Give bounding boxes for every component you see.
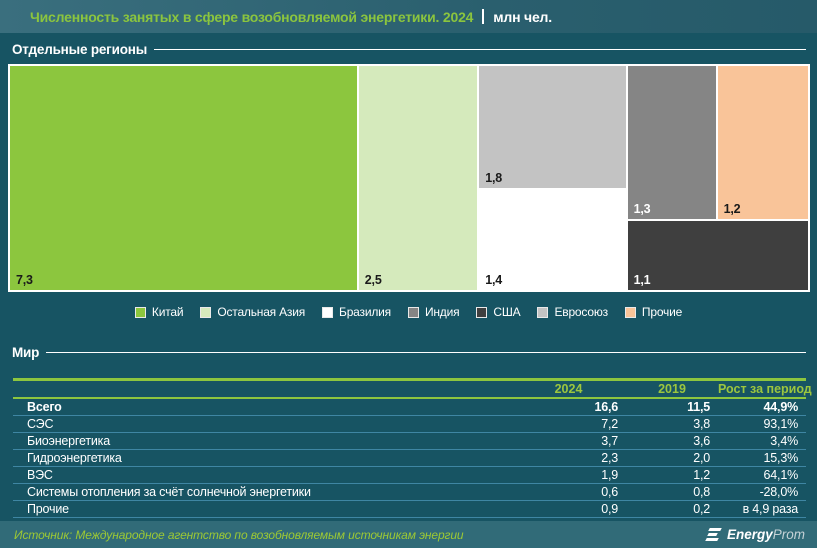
table-row-bioenergy: Биоэнергетика 3,7 3,6 3,4% <box>13 433 806 450</box>
treemap-cell-rest-asia: 2,5 <box>357 65 479 291</box>
treemap-value-rest-asia: 2,5 <box>364 273 382 287</box>
legend-item-brazil: Бразилия <box>322 305 391 319</box>
row-value-growth: 3,4% <box>770 434 798 448</box>
treemap-cell-eu: 1,8 <box>478 65 627 189</box>
row-value-growth: 15,3% <box>763 451 799 465</box>
table-row-solar: СЭС 7,2 3,8 93,1% <box>13 416 806 433</box>
row-value-growth: -28,0% <box>759 485 799 499</box>
row-value-growth: 64,1% <box>763 468 799 482</box>
legend-label-rest-asia: Остальная Азия <box>217 305 306 319</box>
legend-label-eu: Евросоюз <box>554 305 608 319</box>
row-value-2024: 2,3 <box>601 451 618 465</box>
energyprom-icon <box>705 527 722 542</box>
title-unit: млн чел. <box>493 8 552 25</box>
legend-item-eu: Евросоюз <box>537 305 608 319</box>
logo-text-light: Prom <box>772 527 805 542</box>
legend-item-usa: США <box>476 305 521 319</box>
treemap-cell-brazil: 1,4 <box>478 188 627 291</box>
legend-item-china: Китай <box>134 305 184 319</box>
regions-treemap: 7,3 2,5 1,8 1,4 1,3 1,2 1,1 <box>8 64 810 292</box>
treemap-cell-china: 7,3 <box>9 65 358 291</box>
row-value-2019: 3,8 <box>693 417 710 431</box>
legend-swatch-brazil <box>322 306 334 318</box>
table-header-row: 2024 2019 Рост за период <box>13 378 812 399</box>
page-title: Численность занятых в сфере возобновляем… <box>30 8 474 25</box>
row-value-2024: 0,9 <box>601 502 618 516</box>
legend-item-india: Индия <box>407 305 460 319</box>
title-bar: Численность занятых в сфере возобновляем… <box>0 0 817 33</box>
legend-swatch-others <box>624 306 636 318</box>
row-value-2019: 0,8 <box>693 485 710 499</box>
treemap-value-india: 1,3 <box>633 202 651 217</box>
section-regions-label: Отдельные регионы <box>12 41 148 57</box>
row-label: СЭС <box>27 417 54 431</box>
table-header-2019: 2019 <box>658 382 686 396</box>
row-label: Системы отопления за счёт солнечной энер… <box>27 485 311 499</box>
row-value-growth: 93,1% <box>763 417 799 431</box>
table-row-wind: ВЭС 1,9 1,2 64,1% <box>13 467 806 484</box>
section-world-label: Мир <box>12 344 40 360</box>
legend-label-brazil: Бразилия <box>339 305 391 319</box>
footer-bar: Источник: Международное агентство по воз… <box>0 521 817 548</box>
legend-swatch-usa <box>476 306 488 318</box>
row-value-2024: 0,6 <box>601 485 618 499</box>
table-row-other: Прочие 0,9 0,2 в 4,9 раза <box>13 501 806 518</box>
row-value-2024: 16,6 <box>594 400 618 414</box>
treemap-value-others: 1,2 <box>723 202 741 217</box>
table-row-total: Всего 16,6 11,5 44,9% <box>13 399 806 416</box>
energyprom-logo: Energy Prom <box>705 527 805 542</box>
legend-swatch-rest-asia <box>200 306 212 318</box>
row-label: Всего <box>27 400 62 414</box>
row-value-2024: 1,9 <box>601 468 618 482</box>
logo-text-bold: Energy <box>726 527 773 542</box>
source-note: Источник: Международное агентство по воз… <box>14 527 464 542</box>
row-value-growth: 44,9% <box>763 400 799 414</box>
row-label: Биоэнергетика <box>27 434 110 448</box>
section-regions-rule <box>154 48 806 50</box>
legend-item-others: Прочие <box>624 305 683 319</box>
treemap-cell-usa: 1,1 <box>626 220 809 291</box>
treemap-value-usa: 1,1 <box>633 272 651 287</box>
section-world-rule <box>46 351 806 353</box>
table-header-growth: Рост за период <box>718 382 812 396</box>
row-value-2024: 3,7 <box>601 434 618 448</box>
treemap-value-china: 7,3 <box>16 273 33 287</box>
section-regions: Отдельные регионы <box>12 41 806 57</box>
row-value-2024: 7,2 <box>601 417 618 431</box>
treemap-cell-india: 1,3 <box>626 65 717 221</box>
row-value-growth: в 4,9 раза <box>742 502 799 516</box>
treemap-cell-others: 1,2 <box>716 65 809 221</box>
treemap-value-brazil: 1,4 <box>485 272 502 287</box>
title-divider <box>482 9 485 24</box>
row-value-2019: 0,2 <box>693 502 710 516</box>
table-row-solar-heating: Системы отопления за счёт солнечной энер… <box>13 484 806 501</box>
treemap-legend: Китай Остальная Азия Бразилия Индия США … <box>0 303 817 321</box>
row-label: Гидроэнергетика <box>27 451 122 465</box>
legend-label-india: Индия <box>424 305 460 319</box>
legend-label-others: Прочие <box>641 305 683 319</box>
row-value-2019: 2,0 <box>693 451 710 465</box>
legend-label-china: Китай <box>151 305 184 319</box>
legend-swatch-eu <box>537 306 549 318</box>
legend-label-usa: США <box>493 305 521 319</box>
world-table: 2024 2019 Рост за период Всего 16,6 11,5… <box>13 378 812 518</box>
row-value-2019: 11,5 <box>687 400 710 414</box>
legend-swatch-india <box>407 306 419 318</box>
legend-item-rest-asia: Остальная Азия <box>200 305 305 319</box>
row-value-2019: 3,6 <box>693 434 710 448</box>
treemap-value-eu: 1,8 <box>485 170 502 185</box>
section-world: Мир <box>12 344 806 360</box>
row-label: ВЭС <box>27 468 53 482</box>
table-header-2024: 2024 <box>554 382 583 396</box>
row-label: Прочие <box>27 502 69 516</box>
table-row-hydro: Гидроэнергетика 2,3 2,0 15,3% <box>13 450 806 467</box>
legend-swatch-china <box>134 306 146 318</box>
row-value-2019: 1,2 <box>693 468 710 482</box>
